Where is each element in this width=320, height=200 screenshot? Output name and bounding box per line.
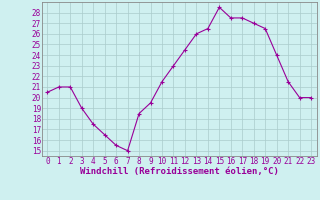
X-axis label: Windchill (Refroidissement éolien,°C): Windchill (Refroidissement éolien,°C)	[80, 167, 279, 176]
